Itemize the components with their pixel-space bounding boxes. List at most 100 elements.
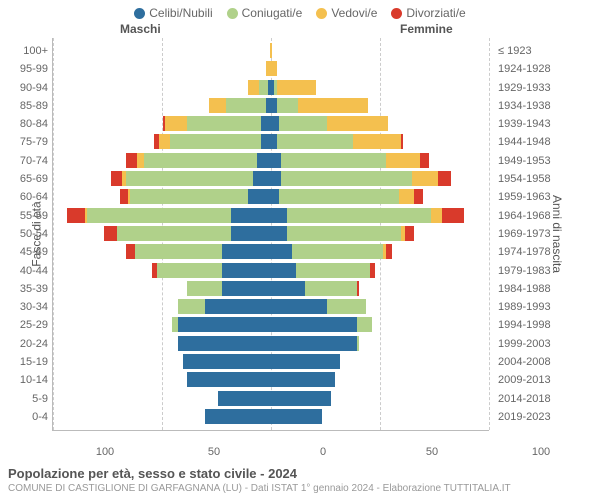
segment [117, 226, 230, 241]
bar-male [218, 391, 270, 406]
x-tick-label: 100 [96, 446, 114, 458]
segment [270, 153, 281, 168]
age-row: 55-591964-1968 [0, 207, 600, 225]
bar-female [270, 43, 272, 58]
segment [183, 354, 270, 369]
bar-male [187, 372, 270, 387]
legend-label: Celibi/Nubili [149, 6, 212, 20]
segment [353, 134, 401, 149]
segment [270, 263, 296, 278]
segment [287, 226, 400, 241]
bar-female [270, 281, 359, 296]
segment [165, 116, 187, 131]
segment [178, 336, 270, 351]
legend-item: Divorziati/e [391, 6, 465, 20]
segment [327, 299, 366, 314]
bar-female [270, 354, 340, 369]
segment [281, 153, 386, 168]
age-row: 20-241999-2003 [0, 335, 600, 353]
segment [431, 208, 442, 223]
age-label: 90-94 [0, 82, 48, 94]
column-headers: Maschi Femmine [0, 22, 600, 38]
legend-swatch [227, 8, 238, 19]
age-row: 60-641959-1963 [0, 188, 600, 206]
birth-label: 1949-1953 [498, 155, 600, 167]
footer: Popolazione per età, sesso e stato civil… [8, 466, 511, 494]
bar-male [248, 80, 270, 95]
segment [231, 226, 270, 241]
age-label: 35-39 [0, 283, 48, 295]
age-label: 40-44 [0, 265, 48, 277]
bar-male [209, 98, 270, 113]
bar-male [178, 336, 270, 351]
age-row: 10-142009-2013 [0, 371, 600, 389]
segment [277, 134, 353, 149]
legend-swatch [316, 8, 327, 19]
birth-label: 1984-1988 [498, 283, 600, 295]
segment [270, 336, 357, 351]
segment [257, 153, 270, 168]
birth-label: ≤ 1923 [498, 45, 600, 57]
age-row: 50-541969-1973 [0, 225, 600, 243]
segment [386, 153, 421, 168]
age-row: 45-491974-1978 [0, 243, 600, 261]
segment [157, 263, 222, 278]
segment [135, 244, 222, 259]
legend-swatch [391, 8, 402, 19]
bar-female [270, 134, 403, 149]
segment [270, 354, 340, 369]
segment [205, 299, 270, 314]
segment [412, 171, 438, 186]
segment [253, 171, 270, 186]
chart-title: Popolazione per età, sesso e stato civil… [8, 466, 511, 481]
bar-female [270, 189, 423, 204]
segment [270, 189, 279, 204]
birth-label: 2004-2008 [498, 356, 600, 368]
birth-label: 1929-1933 [498, 82, 600, 94]
bar-female [270, 372, 335, 387]
bar-female [270, 317, 372, 332]
birth-label: 2019-2023 [498, 411, 600, 423]
segment [279, 189, 399, 204]
bar-female [270, 409, 322, 424]
birth-label: 2009-2013 [498, 374, 600, 386]
age-label: 75-79 [0, 136, 48, 148]
birth-label: 1924-1928 [498, 63, 600, 75]
segment [170, 134, 262, 149]
segment [187, 281, 222, 296]
header-maschi: Maschi [120, 22, 161, 36]
bar-male [183, 354, 270, 369]
header-femmine: Femmine [400, 22, 453, 36]
age-label: 55-59 [0, 210, 48, 222]
age-label: 25-29 [0, 319, 48, 331]
bar-female [270, 263, 375, 278]
segment [270, 226, 287, 241]
bar-female [270, 391, 331, 406]
bar-female [270, 61, 277, 76]
x-tick-label: 50 [208, 446, 220, 458]
age-label: 45-49 [0, 246, 48, 258]
segment [399, 189, 414, 204]
segment [270, 61, 277, 76]
segment [87, 208, 231, 223]
age-row: 65-691954-1958 [0, 170, 600, 188]
age-label: 95-99 [0, 63, 48, 75]
bar-male [154, 134, 270, 149]
segment [327, 116, 388, 131]
legend-label: Vedovi/e [331, 6, 377, 20]
age-row: 0-42019-2023 [0, 408, 600, 426]
segment [270, 317, 357, 332]
bar-female [270, 226, 414, 241]
segment [296, 263, 370, 278]
segment [231, 208, 270, 223]
legend-item: Coniugati/e [227, 6, 303, 20]
bar-female [270, 98, 368, 113]
birth-label: 1934-1938 [498, 100, 600, 112]
age-row: 85-891934-1938 [0, 97, 600, 115]
bar-male [67, 208, 270, 223]
age-row: 25-291994-1998 [0, 316, 600, 334]
birth-label: 1959-1963 [498, 191, 600, 203]
segment [126, 244, 135, 259]
segment [130, 189, 248, 204]
segment [222, 244, 270, 259]
